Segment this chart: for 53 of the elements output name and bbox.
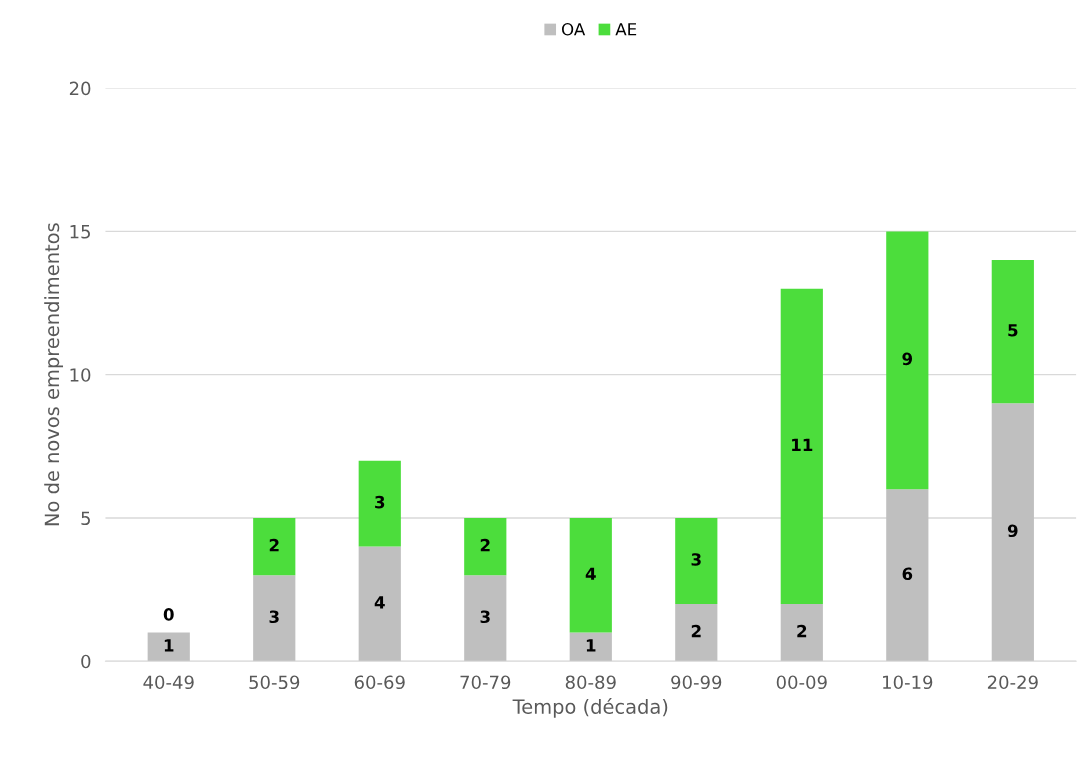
bar — [675, 603, 718, 662]
bar — [147, 632, 190, 662]
bar — [253, 575, 296, 662]
x-tick-label: 90-99 — [671, 675, 722, 690]
bar — [780, 603, 823, 662]
bar — [569, 632, 612, 662]
y-tick-label: 0 — [81, 654, 91, 669]
data-label: 11 — [792, 438, 813, 451]
x-tick-label: 40-49 — [143, 675, 194, 690]
data-label: 5 — [1008, 324, 1018, 337]
bar — [569, 517, 612, 633]
bar — [253, 517, 296, 576]
data-label: 2 — [269, 538, 279, 552]
x-tick-label: 80-89 — [565, 675, 616, 690]
data-label: 9 — [1007, 524, 1018, 538]
data-label: 3 — [375, 495, 385, 509]
bar — [464, 575, 507, 662]
y-tick-label: 10 — [70, 368, 91, 382]
x-tick-label: 20-29 — [987, 675, 1038, 690]
x-axis-title: Tempo (década) — [512, 698, 668, 718]
bar — [991, 260, 1034, 404]
bar — [358, 460, 401, 547]
x-tick-label: 00-09 — [776, 675, 827, 690]
bar — [886, 231, 929, 490]
y-tick-label: 20 — [69, 81, 91, 96]
data-label: 6 — [902, 567, 913, 581]
data-label: 3 — [269, 610, 279, 624]
data-label: 9 — [902, 352, 913, 366]
legend-label: AE — [615, 23, 637, 36]
data-label: 2 — [480, 538, 490, 552]
x-tick-label: 60-69 — [354, 675, 405, 690]
data-label: 2 — [691, 624, 701, 638]
bar — [780, 288, 823, 604]
data-label: 4 — [374, 596, 385, 609]
data-label: 3 — [691, 553, 701, 566]
data-label: 1 — [586, 639, 596, 652]
bar — [991, 403, 1034, 662]
bar — [464, 517, 507, 576]
data-label: 0 — [163, 608, 174, 621]
data-label: 1 — [164, 639, 174, 652]
data-label: 4 — [585, 567, 596, 580]
x-tick-label: 70-79 — [460, 675, 511, 690]
bar — [675, 517, 718, 604]
y-tick-label: 15 — [70, 225, 90, 239]
x-tick-label: 10-19 — [883, 675, 933, 690]
y-axis-title: No de novos empreendimentos — [44, 223, 64, 526]
x-tick-label: 50-59 — [249, 675, 300, 690]
bar — [358, 546, 401, 662]
data-label: 2 — [797, 624, 807, 638]
bar — [886, 489, 929, 662]
legend-label: OA — [561, 22, 586, 36]
y-tick-label: 5 — [81, 511, 90, 526]
data-label: 3 — [480, 610, 490, 624]
